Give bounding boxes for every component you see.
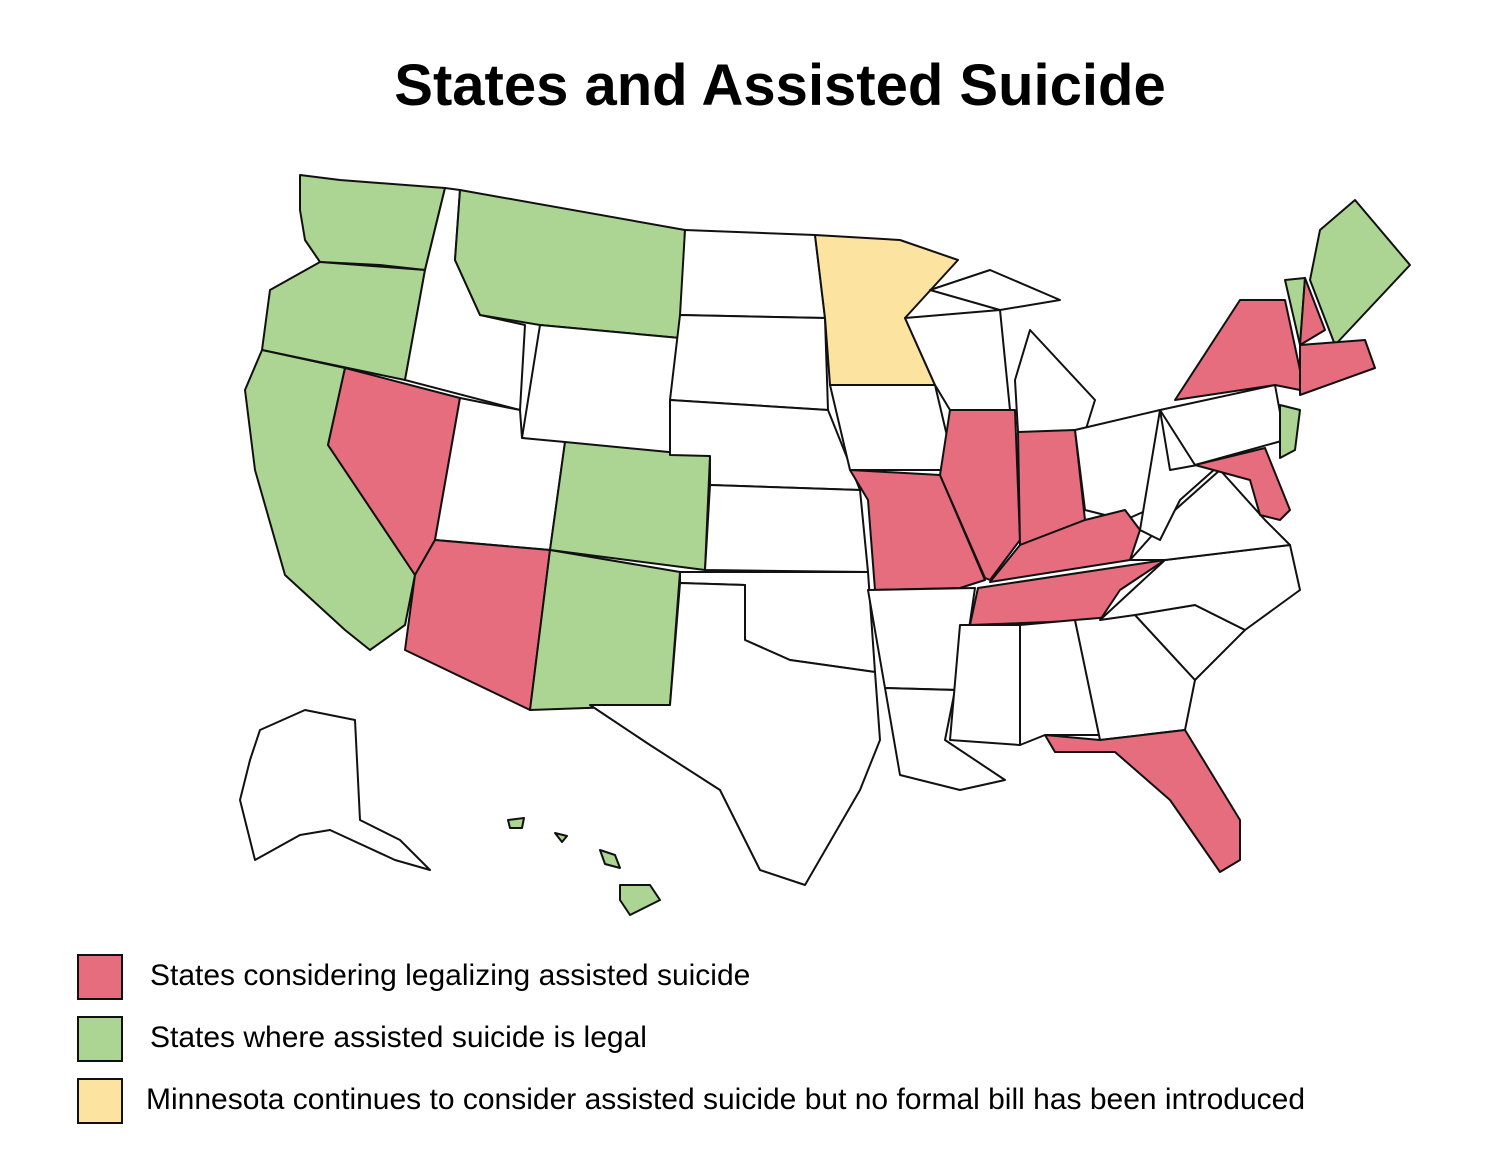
legend-swatch — [77, 1078, 123, 1124]
state — [1014, 329, 1096, 433]
state — [1019, 619, 1101, 746]
state — [829, 384, 956, 471]
title: States and Assisted Suicide — [394, 53, 1165, 118]
state — [239, 709, 431, 871]
state — [1309, 199, 1411, 346]
state — [521, 324, 681, 456]
state — [1194, 447, 1291, 521]
legend-swatch — [77, 1016, 123, 1062]
state — [619, 884, 661, 916]
state — [1299, 339, 1376, 396]
state — [529, 549, 681, 711]
state — [404, 539, 551, 711]
state — [1299, 277, 1326, 346]
state — [554, 832, 568, 843]
state — [949, 624, 1021, 746]
state — [669, 314, 829, 411]
state — [1044, 729, 1241, 873]
state — [679, 229, 826, 319]
us-map — [239, 174, 1411, 916]
state — [599, 849, 621, 869]
state — [704, 484, 869, 573]
legend-label: States where assisted suicide is legal — [150, 1021, 647, 1054]
state — [507, 817, 525, 829]
state — [1174, 299, 1301, 401]
state — [454, 189, 686, 339]
legend-label: States considering legalizing assisted s… — [150, 959, 750, 992]
legend-label: Minnesota continues to consider assisted… — [146, 1083, 1305, 1116]
state — [589, 582, 881, 886]
state — [1279, 404, 1301, 459]
legend: States considering legalizing assisted s… — [77, 954, 1305, 1124]
state — [549, 441, 711, 571]
state — [939, 409, 1021, 581]
legend-swatch — [77, 954, 123, 1000]
state — [929, 269, 1061, 311]
state — [299, 174, 446, 271]
state — [969, 559, 1166, 626]
